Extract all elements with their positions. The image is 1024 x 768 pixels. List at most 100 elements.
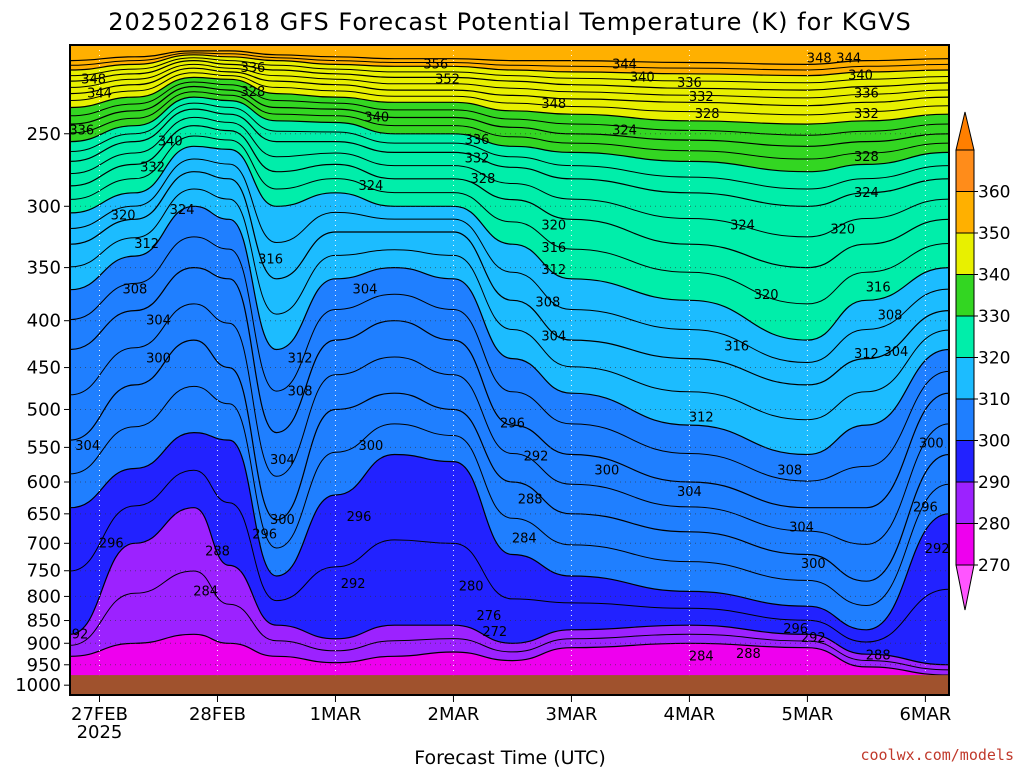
contour-label: 296 — [500, 417, 525, 432]
contour-label: 304 — [677, 485, 702, 500]
contour-label: 320 — [830, 222, 855, 237]
contour-label: 316 — [541, 241, 566, 256]
contour-label: 320 — [111, 208, 136, 223]
y-tick-label: 300 — [27, 196, 61, 217]
contour-label: 308 — [288, 385, 313, 400]
contour-label: 344 — [87, 87, 112, 102]
contour-label: 332 — [854, 107, 879, 122]
y-tick-label: 250 — [27, 124, 61, 145]
isentrope-304 — [70, 339, 949, 582]
contour-label: 312 — [134, 237, 159, 252]
isentrope-intermediate — [70, 469, 949, 643]
isentrope-intermediate — [70, 63, 949, 99]
chart-title: 2025022618 GFS Forecast Potential Temper… — [108, 8, 912, 36]
isentrope-340 — [70, 76, 949, 125]
contour-label: 344 — [836, 52, 861, 67]
x-tick-label: 2MAR — [428, 704, 480, 725]
contour-label: 296 — [913, 501, 938, 516]
contour-label: 304 — [883, 345, 908, 360]
ground-fill — [70, 675, 949, 695]
contour-label: 280 — [459, 579, 484, 594]
contour-label: 284 — [689, 649, 714, 664]
isentrope-336 — [70, 85, 949, 147]
isentrope-308 — [70, 266, 949, 509]
contour-label: 312 — [854, 347, 879, 362]
y-tick-label: 550 — [27, 437, 61, 458]
contour-label: 296 — [783, 622, 808, 637]
x-tick-label: 3MAR — [546, 704, 598, 725]
contour-label: 296 — [347, 510, 372, 525]
y-tick-label: 900 — [27, 633, 61, 654]
contour-label: 284 — [193, 584, 218, 599]
contour-label: 312 — [689, 410, 714, 425]
isentrope-intermediate — [70, 57, 949, 84]
y-tick-label: 800 — [27, 586, 61, 607]
isentrope-284 — [70, 633, 949, 676]
theta-fill-layer — [70, 45, 949, 695]
colorbar-label: 270 — [978, 556, 1010, 576]
contour-label: 324 — [854, 186, 879, 201]
isentrope-292 — [70, 507, 949, 666]
colorbar-swatch — [955, 481, 975, 524]
y-tick-label: 850 — [27, 611, 61, 632]
contour-label: 324 — [358, 179, 383, 194]
contour-label: 348 — [541, 97, 566, 112]
contour-label: 300 — [358, 439, 383, 454]
contour-label: 304 — [353, 283, 378, 298]
isentrope-intermediate — [70, 102, 949, 190]
contour-label: 340 — [848, 69, 873, 84]
contour-label: 324 — [612, 124, 637, 139]
colorbar-label: 300 — [978, 432, 1010, 452]
x-tick-label: 1MAR — [310, 704, 362, 725]
colorbar: 270 280 290 300 310 320 330 340 350 360 — [955, 111, 1010, 611]
contour-label: 300 — [801, 557, 826, 572]
isentrope-intermediate — [70, 188, 949, 421]
isentrope-contour-layer — [70, 50, 949, 676]
y-tick-label: 700 — [27, 533, 61, 554]
contour-label: 340 — [364, 111, 389, 126]
contour-label: 352 — [435, 72, 460, 87]
contour-label: 332 — [689, 90, 714, 105]
contour-label: 292 — [801, 631, 826, 646]
colorbar-label: 280 — [978, 515, 1010, 535]
contour-label: 300 — [146, 352, 171, 367]
fill-band-356 — [70, 45, 949, 65]
contour-label: 312 — [288, 352, 313, 367]
isentrope-316 — [70, 171, 949, 386]
colorbar-swatch — [955, 149, 975, 192]
isentrope-intermediate — [70, 81, 949, 136]
contour-label: 304 — [146, 314, 171, 329]
colorbar-swatch — [955, 440, 975, 483]
colorbar-swatch — [955, 232, 975, 275]
isentrope-intermediate — [70, 158, 949, 364]
isentrope-300 — [70, 431, 949, 631]
y-tick-label: 650 — [27, 504, 61, 525]
contour-label: 340 — [158, 135, 183, 150]
colorbar-extend-top — [955, 111, 975, 151]
contour-label: 308 — [122, 283, 147, 298]
contour-label: 272 — [482, 625, 507, 640]
contour-label: 308 — [535, 295, 560, 310]
colorbar-label: 340 — [978, 266, 1010, 286]
x-tick-label: 5MAR — [782, 704, 834, 725]
contour-label: 292 — [925, 542, 950, 557]
isentrope-intermediate — [70, 303, 949, 545]
ground-surface — [70, 675, 949, 695]
colorbar-label: 350 — [978, 224, 1010, 244]
colorbar-label: 290 — [978, 473, 1010, 493]
contour-label: 304 — [75, 439, 100, 454]
isentrope-328 — [70, 108, 949, 207]
isentrope-intermediate — [70, 116, 949, 238]
colorbar-label: 360 — [978, 183, 1010, 203]
y-tick-label: 950 — [27, 655, 61, 676]
y-tick-label: 500 — [27, 399, 61, 420]
isentrope-intermediate — [70, 135, 949, 305]
contour-label: 348 — [81, 72, 106, 87]
contour-label: 288 — [866, 648, 891, 663]
contour-label: 316 — [724, 340, 749, 355]
colorbar-swatch — [955, 398, 975, 441]
contour-label: 328 — [240, 85, 265, 100]
contour-label: 336 — [69, 124, 94, 139]
